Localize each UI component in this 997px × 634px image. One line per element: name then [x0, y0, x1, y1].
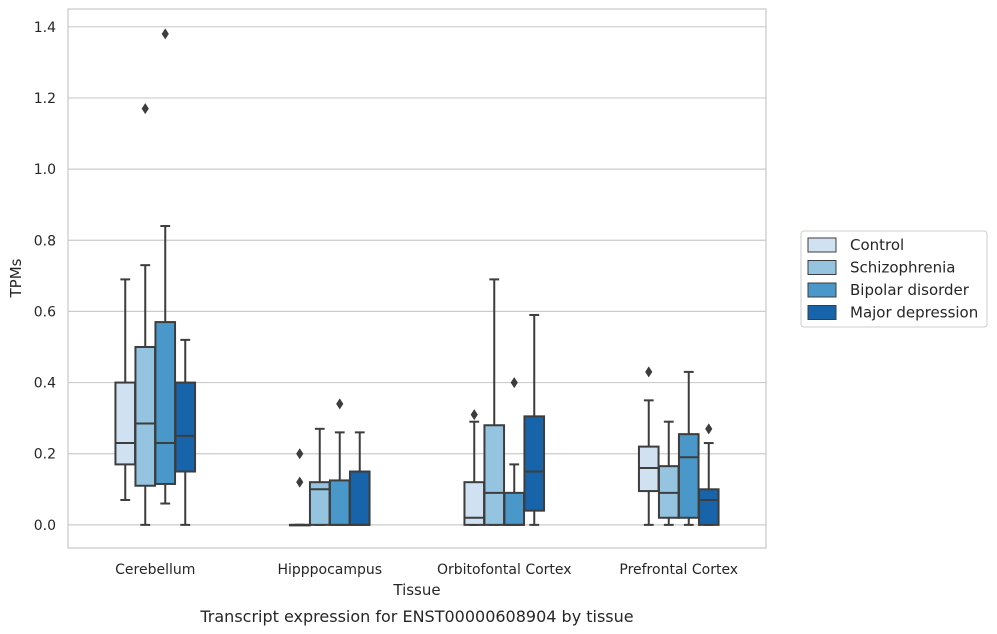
legend-label: Bipolar disorder [850, 281, 970, 299]
legend-label: Major depression [850, 304, 978, 322]
legend-label: Schizophrenia [850, 259, 955, 277]
y-tick-label: 0.2 [34, 447, 56, 463]
outlier-point [470, 409, 478, 421]
outlier-point [336, 398, 344, 410]
box [697, 488, 720, 526]
figure-caption: Transcript expression for ENST0000060890… [199, 607, 633, 626]
box-plot [174, 338, 197, 526]
box [134, 345, 157, 487]
box [174, 381, 197, 473]
box-plot [523, 313, 546, 526]
y-tick-label: 0.8 [34, 233, 56, 249]
y-tick-label: 0.6 [34, 304, 56, 320]
x-tick-label: Hipppocampus [277, 562, 382, 578]
x-axis-ticks: Cerebellum Hipppocampus Orbitofontal Corte… [115, 562, 738, 578]
legend-swatch [807, 305, 837, 320]
outlier-point [161, 28, 169, 40]
legend-swatch [807, 260, 837, 275]
box-plot [677, 370, 700, 526]
outlier-point [296, 448, 304, 460]
box [503, 491, 526, 526]
box-plot [657, 420, 680, 526]
y-tick-label: 1.4 [34, 20, 56, 36]
y-axis-ticks: 0.0 0.2 0.4 0.6 0.8 1.0 1.2 1.4 [34, 20, 56, 534]
box-plot [483, 278, 506, 526]
y-tick-label: 0.0 [34, 518, 56, 534]
outlier-point [645, 366, 653, 378]
y-tick-label: 1.2 [34, 91, 56, 107]
y-tick-label: 0.4 [34, 376, 56, 392]
x-tick-label: Orbitofontal Cortex [437, 562, 572, 578]
outlier-point [141, 103, 149, 115]
box [523, 415, 546, 512]
box-plot [114, 278, 137, 501]
y-axis-title: TPMs [7, 258, 25, 298]
x-tick-label: Prefrontal Cortex [619, 562, 738, 578]
box [114, 381, 137, 466]
x-axis-title: Tissue [392, 581, 440, 599]
box [348, 470, 371, 526]
box-plot [348, 431, 371, 526]
box-plot [697, 423, 720, 526]
outlier-point [705, 423, 713, 435]
box [483, 424, 506, 526]
plot-frame [67, 8, 767, 549]
box [154, 321, 177, 485]
legend-swatch [807, 282, 837, 298]
box-plot [134, 103, 157, 526]
box-plots [114, 28, 720, 527]
legend-label: Control [850, 236, 904, 254]
box-plot [637, 366, 660, 526]
box [677, 433, 700, 519]
outlier-point [510, 377, 518, 389]
x-tick-label: Cerebellum [115, 562, 195, 578]
y-tick-label: 1.0 [34, 162, 56, 178]
legend-frame [800, 230, 988, 328]
outlier-point [296, 476, 304, 488]
legend-swatch [807, 237, 837, 253]
box [328, 479, 351, 526]
legend: Control Schizophrenia Bipolar disorder Majo… [800, 230, 988, 328]
